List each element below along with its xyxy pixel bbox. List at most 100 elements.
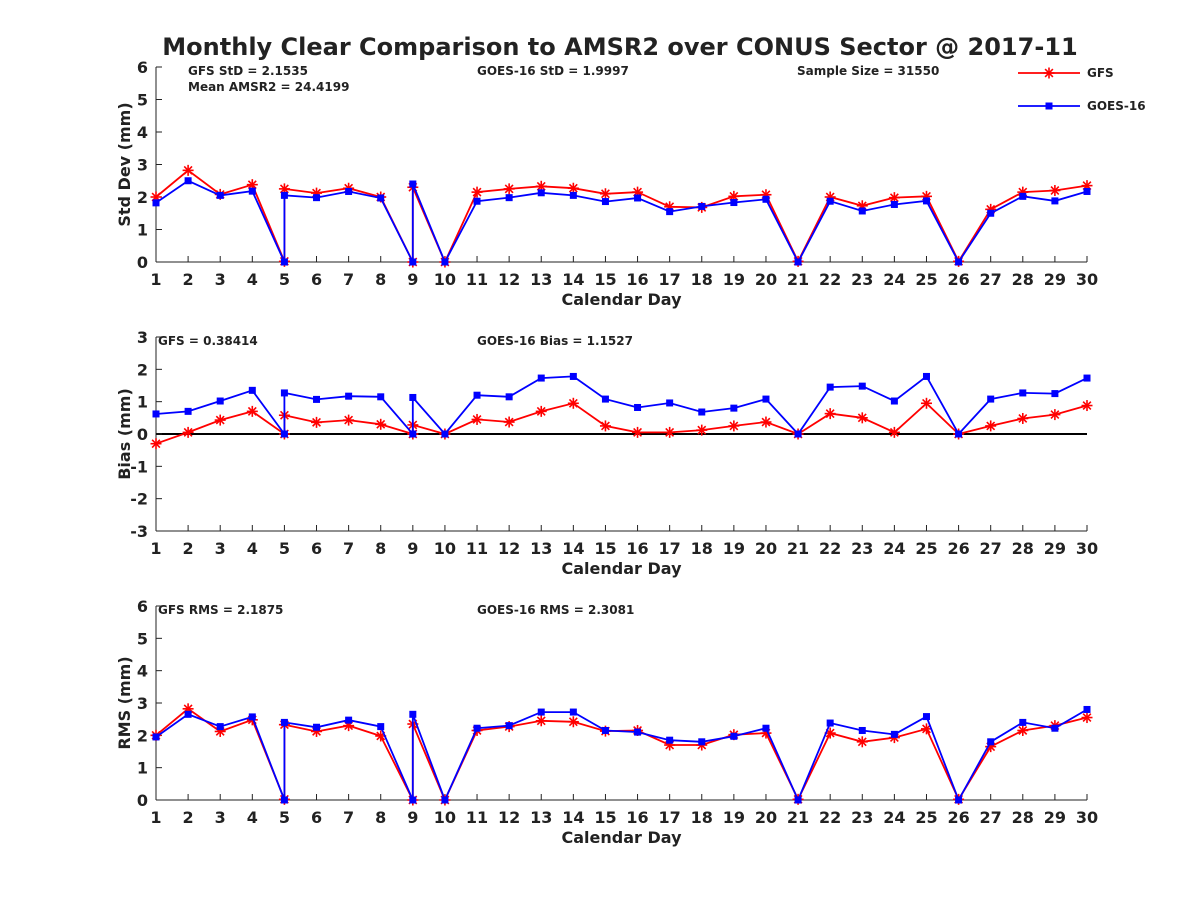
x-tick-label: 28 <box>1012 270 1034 289</box>
panel-3: 1 2 3 4 5 6 7 8 9 10 11 12 13 14 15 16 17 18 19 20 21 22 23 24 2… <box>115 597 1098 847</box>
data-point <box>311 416 323 428</box>
data-point <box>280 258 288 266</box>
data-point <box>794 258 802 266</box>
x-axis-label: Calendar Day <box>562 290 683 309</box>
data-point <box>888 426 900 438</box>
data-point <box>922 713 930 721</box>
series-gfs <box>150 397 1093 450</box>
x-tick-label: 9 <box>407 808 418 827</box>
data-point <box>762 724 770 732</box>
data-point <box>890 397 898 405</box>
x-tick-label: 16 <box>626 808 648 827</box>
data-point <box>601 395 609 403</box>
data-point <box>762 195 770 203</box>
data-point <box>826 197 834 205</box>
data-point <box>345 392 353 400</box>
x-tick-label: 10 <box>434 539 456 558</box>
y-tick-label: 0 <box>137 253 148 272</box>
data-point <box>856 412 868 424</box>
x-tick-label: 4 <box>247 539 258 558</box>
data-point <box>441 430 449 438</box>
x-tick-label: 5 <box>279 808 290 827</box>
x-tick-label: 21 <box>787 270 809 289</box>
x-tick-label: 8 <box>375 808 386 827</box>
data-point <box>280 718 288 726</box>
data-point <box>1017 724 1029 736</box>
x-tick-label: 28 <box>1012 808 1034 827</box>
data-point <box>184 177 192 185</box>
data-point <box>184 710 192 718</box>
series-line <box>155 179 1088 265</box>
x-tick-label: 5 <box>279 270 290 289</box>
x-tick-label: 12 <box>498 270 520 289</box>
data-point <box>1019 718 1027 726</box>
x-tick-label: 24 <box>883 270 905 289</box>
x-tick-label: 27 <box>980 808 1002 827</box>
y-tick-label: -1 <box>130 457 148 476</box>
x-tick-label: 10 <box>434 270 456 289</box>
data-point <box>377 393 385 401</box>
data-point <box>216 397 224 405</box>
panel-2: 1 2 3 4 5 6 7 8 9 10 11 12 13 14 15 16 17 18 19 20 21 22 23 24 2… <box>115 328 1098 578</box>
x-tick-label: 15 <box>594 808 616 827</box>
data-point <box>856 736 868 748</box>
x-tick-label: 20 <box>755 270 777 289</box>
data-point <box>920 397 932 409</box>
y-tick-label: 4 <box>137 123 148 142</box>
data-point <box>377 723 385 731</box>
x-tick-label: 28 <box>1012 539 1034 558</box>
legend-label: GOES-16 <box>1087 99 1146 113</box>
y-tick-label: 1 <box>137 221 148 240</box>
data-point <box>634 403 642 411</box>
x-tick-label: 11 <box>466 539 488 558</box>
data-point <box>826 719 834 727</box>
stat-annotation: Sample Size = 31550 <box>797 64 939 78</box>
data-point <box>1019 389 1027 397</box>
data-point <box>150 438 162 450</box>
data-point <box>698 408 706 416</box>
data-point <box>471 186 483 198</box>
y-axis-label: RMS (mm) <box>115 656 134 749</box>
x-tick-label: 25 <box>915 270 937 289</box>
x-tick-label: 22 <box>819 539 841 558</box>
data-point <box>248 187 256 195</box>
data-point <box>409 393 417 401</box>
data-point <box>601 726 609 734</box>
data-point <box>152 410 160 418</box>
data-point <box>182 164 194 176</box>
y-tick-label: 0 <box>137 425 148 444</box>
data-point <box>698 202 706 210</box>
data-point <box>696 424 708 436</box>
x-tick-label: 22 <box>819 270 841 289</box>
data-point <box>730 404 738 412</box>
x-tick-label: 13 <box>530 539 552 558</box>
x-tick-label: 30 <box>1076 808 1098 827</box>
x-tick-label: 25 <box>915 808 937 827</box>
series-goes-16 <box>152 705 1091 804</box>
data-point <box>280 430 288 438</box>
data-point <box>664 426 676 438</box>
x-tick-label: 2 <box>183 539 194 558</box>
data-point <box>569 372 577 380</box>
x-tick-label: 14 <box>562 808 584 827</box>
x-tick-label: 26 <box>947 539 969 558</box>
stat-annotation: GFS RMS = 2.1875 <box>158 603 283 617</box>
data-point <box>634 728 642 736</box>
y-tick-label: 5 <box>137 91 148 110</box>
data-point <box>248 386 256 394</box>
data-point <box>441 796 449 804</box>
data-point <box>987 395 995 403</box>
y-tick-label: 3 <box>137 156 148 175</box>
panel-1: 1 2 3 4 5 6 7 8 9 10 11 12 13 14 15 16 17 18 19 20 21 22 23 24 2… <box>115 58 1098 309</box>
stat-annotation: GOES-16 Bias = 1.1527 <box>477 334 633 348</box>
series-line <box>155 707 1088 803</box>
x-tick-label: 22 <box>819 808 841 827</box>
data-point <box>920 723 932 735</box>
x-tick-label: 6 <box>311 270 322 289</box>
data-point <box>666 736 674 744</box>
data-point <box>826 383 834 391</box>
y-tick-label: 5 <box>137 629 148 648</box>
data-point <box>409 180 417 188</box>
x-tick-label: 24 <box>883 539 905 558</box>
x-tick-label: 20 <box>755 808 777 827</box>
